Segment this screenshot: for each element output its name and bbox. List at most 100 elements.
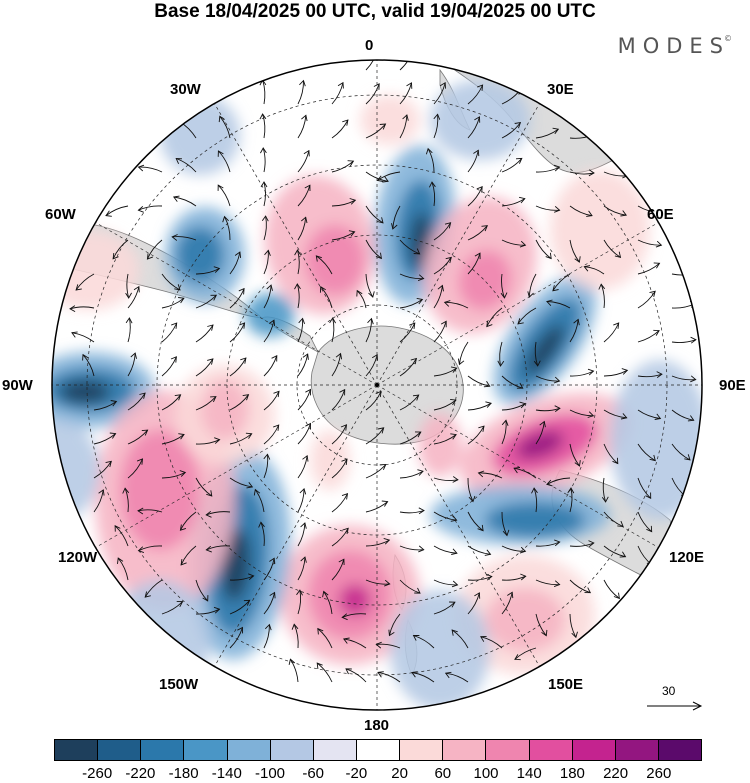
wind-arrow xyxy=(399,469,424,479)
wind-arrow xyxy=(637,371,663,378)
wind-arrow xyxy=(467,401,492,411)
wind-arrow xyxy=(205,545,231,553)
wind-arrow xyxy=(261,215,269,241)
wind-arrow xyxy=(399,239,421,255)
longitude-label: 30W xyxy=(170,81,201,98)
brand-text: MODES xyxy=(617,34,730,58)
wind-arrow xyxy=(127,352,137,377)
colorbar-tick-label: 140 xyxy=(516,765,542,782)
wind-arrow xyxy=(263,284,273,309)
wind-arrow xyxy=(195,396,217,411)
wind-arrow xyxy=(501,401,527,411)
longitude-label: 0 xyxy=(365,37,374,54)
wind-arrow xyxy=(457,341,469,366)
wind-arrow xyxy=(569,239,581,263)
wind-arrow xyxy=(601,477,609,503)
wind-arrow xyxy=(603,545,627,558)
wind-arrow xyxy=(603,511,624,528)
modes-logo: MODES© xyxy=(618,34,732,58)
wind-arrow xyxy=(603,443,619,465)
wind-arrow xyxy=(297,556,307,581)
wind-arrow xyxy=(127,458,144,479)
wind-arrow xyxy=(376,171,401,182)
wind-arrow xyxy=(671,409,695,422)
wind-arrow xyxy=(603,205,628,217)
wind-arrow xyxy=(331,493,349,513)
wind-arrow xyxy=(331,81,344,105)
colorbar-tick-label: 260 xyxy=(646,765,672,782)
wind-arrow xyxy=(637,262,661,275)
reference-arrow-icon xyxy=(647,701,703,711)
wind-arrow xyxy=(229,357,247,377)
wind-arrow xyxy=(467,573,493,581)
longitude-label: 150W xyxy=(159,676,199,693)
wind-arrow xyxy=(365,427,385,445)
wind-arrow xyxy=(433,433,457,445)
wind-arrow xyxy=(411,671,435,683)
wind-arrow xyxy=(127,429,149,445)
wind-arrow xyxy=(467,375,491,388)
wind-arrow xyxy=(319,286,333,309)
anomaly-contour xyxy=(245,293,295,337)
meridian-line xyxy=(95,384,378,548)
wind-arrow xyxy=(329,317,336,343)
anomaly-contour xyxy=(550,170,650,290)
wind-arrow xyxy=(467,592,481,615)
wind-arrow xyxy=(467,225,488,241)
reference-vector: 30 xyxy=(640,684,710,714)
wind-arrow xyxy=(263,591,276,615)
wind-arrow xyxy=(322,590,333,615)
anomaly-contour xyxy=(305,225,365,295)
wind-arrow xyxy=(229,573,255,581)
colorbar-swatch xyxy=(270,740,314,760)
wind-arrow xyxy=(137,205,163,213)
wind-arrow xyxy=(365,354,378,377)
wind-arrow xyxy=(195,324,214,343)
wind-arrow xyxy=(569,205,593,217)
wind-arrow xyxy=(365,239,382,260)
wind-arrow xyxy=(486,307,503,328)
wind-arrow xyxy=(569,613,578,639)
longitude-label: 60W xyxy=(45,206,76,223)
wind-arrow xyxy=(497,341,505,367)
longitude-label: 120E xyxy=(669,549,705,566)
wind-arrow xyxy=(161,297,185,309)
wind-arrow xyxy=(260,147,267,173)
anomaly-contour xyxy=(485,588,565,652)
wind-arrow xyxy=(172,195,197,207)
wind-arrow xyxy=(535,127,560,139)
wind-arrow xyxy=(535,613,548,637)
wind-arrow xyxy=(433,579,459,588)
wind-arrow xyxy=(297,149,310,173)
colorbar-swatch xyxy=(227,740,271,760)
wind-arrow xyxy=(443,300,469,309)
wind-arrow xyxy=(603,368,629,377)
wind-arrow xyxy=(297,216,308,241)
wind-arrow xyxy=(433,320,447,343)
anomaly-contour xyxy=(458,250,512,310)
wind-arrow xyxy=(331,352,343,377)
wind-arrow xyxy=(331,458,348,479)
wind-arrow xyxy=(433,222,452,241)
wind-arrow xyxy=(501,157,523,173)
wind-arrow xyxy=(399,545,425,553)
wind-arrow xyxy=(288,658,299,683)
wind-arrow xyxy=(399,297,424,309)
wind-arrow xyxy=(433,82,446,105)
colorbar-tick-label: 60 xyxy=(434,765,452,782)
graticule xyxy=(52,60,702,710)
wind-arrow xyxy=(365,579,391,587)
wind-arrow xyxy=(433,601,456,615)
colorbar-tick-label: -100 xyxy=(254,765,286,782)
wind-arrow xyxy=(179,511,197,531)
longitude-label: 120W xyxy=(58,549,98,566)
wind-arrow xyxy=(375,641,401,649)
wind-arrow xyxy=(144,579,163,598)
wind-arrow xyxy=(535,239,552,260)
wind-arrow xyxy=(501,375,524,389)
colorbar-ticks: -260 -220 -180 -140 -100 -60 -20 20 60 100 140 180 2… xyxy=(54,765,702,783)
wind-arrow xyxy=(399,357,417,377)
wind-arrow xyxy=(546,477,571,487)
wind-arrow xyxy=(263,249,271,275)
wind-arrow xyxy=(105,205,129,217)
